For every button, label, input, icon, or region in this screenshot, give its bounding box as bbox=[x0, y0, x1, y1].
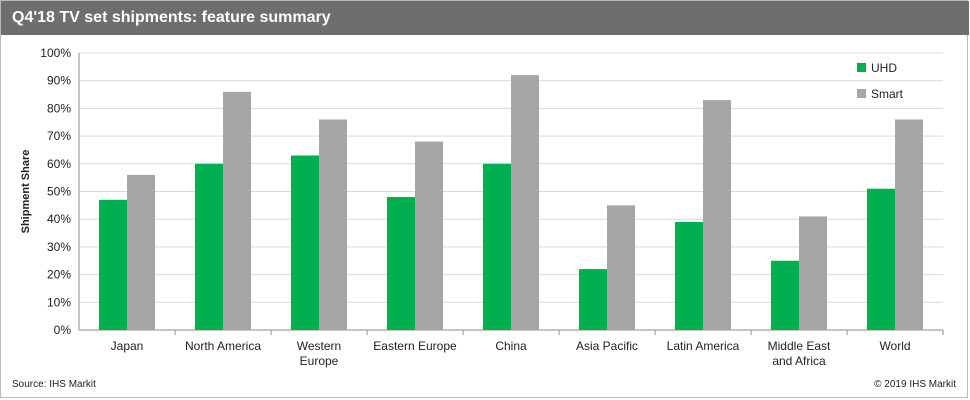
bar-smart-3 bbox=[415, 141, 443, 330]
bar-smart-8 bbox=[895, 119, 923, 330]
bar-smart-5 bbox=[607, 205, 635, 330]
x-category-label: Western bbox=[297, 339, 341, 353]
bar-smart-4 bbox=[511, 75, 539, 330]
bar-uhd-3 bbox=[387, 197, 415, 330]
bar-uhd-1 bbox=[195, 163, 223, 330]
y-tick-label: 20% bbox=[47, 268, 71, 282]
bar-smart-7 bbox=[799, 216, 827, 330]
bar-uhd-8 bbox=[867, 188, 895, 330]
x-category-label: Asia Pacific bbox=[576, 339, 638, 353]
y-tick-label: 60% bbox=[47, 157, 71, 171]
legend-label-smart: Smart bbox=[871, 87, 904, 101]
y-tick-label: 90% bbox=[47, 74, 71, 88]
x-category-label: World bbox=[879, 339, 910, 353]
bar-uhd-0 bbox=[99, 199, 127, 330]
bar-smart-6 bbox=[703, 100, 731, 330]
source-note: Source: IHS Markit bbox=[12, 379, 96, 390]
x-category-label: and Africa bbox=[772, 354, 826, 368]
y-tick-label: 80% bbox=[47, 101, 71, 115]
x-category-label: Eastern Europe bbox=[373, 339, 457, 353]
y-axis-title: Shipment Share bbox=[20, 150, 32, 234]
x-category-label: Europe bbox=[300, 354, 339, 368]
y-tick-label: 100% bbox=[40, 46, 71, 60]
bar-uhd-4 bbox=[483, 163, 511, 330]
bar-uhd-2 bbox=[291, 155, 319, 330]
x-category-label: China bbox=[495, 339, 527, 353]
y-tick-label: 0% bbox=[54, 323, 72, 337]
x-category-label: Middle East bbox=[768, 339, 831, 353]
y-tick-label: 40% bbox=[47, 212, 71, 226]
y-tick-label: 50% bbox=[47, 185, 71, 199]
title-bar: Q4'18 TV set shipments: feature summary bbox=[1, 1, 969, 35]
bar-smart-0 bbox=[127, 174, 155, 330]
bar-uhd-5 bbox=[579, 269, 607, 330]
copyright-note: © 2019 IHS Markit bbox=[874, 379, 956, 390]
bar-uhd-7 bbox=[771, 260, 799, 330]
bar-uhd-6 bbox=[675, 221, 703, 330]
legend-swatch-smart bbox=[857, 89, 866, 98]
x-category-label: North America bbox=[185, 339, 261, 353]
y-tick-label: 70% bbox=[47, 129, 71, 143]
bar-smart-2 bbox=[319, 119, 347, 330]
bar-smart-1 bbox=[223, 91, 251, 330]
y-tick-label: 30% bbox=[47, 240, 71, 254]
x-category-label: Latin America bbox=[667, 339, 740, 353]
y-tick-label: 10% bbox=[47, 295, 71, 309]
chart-title: Q4'18 TV set shipments: feature summary bbox=[12, 9, 331, 26]
legend-swatch-uhd bbox=[857, 63, 866, 72]
x-category-label: Japan bbox=[111, 339, 144, 353]
legend-label-uhd: UHD bbox=[871, 61, 897, 75]
